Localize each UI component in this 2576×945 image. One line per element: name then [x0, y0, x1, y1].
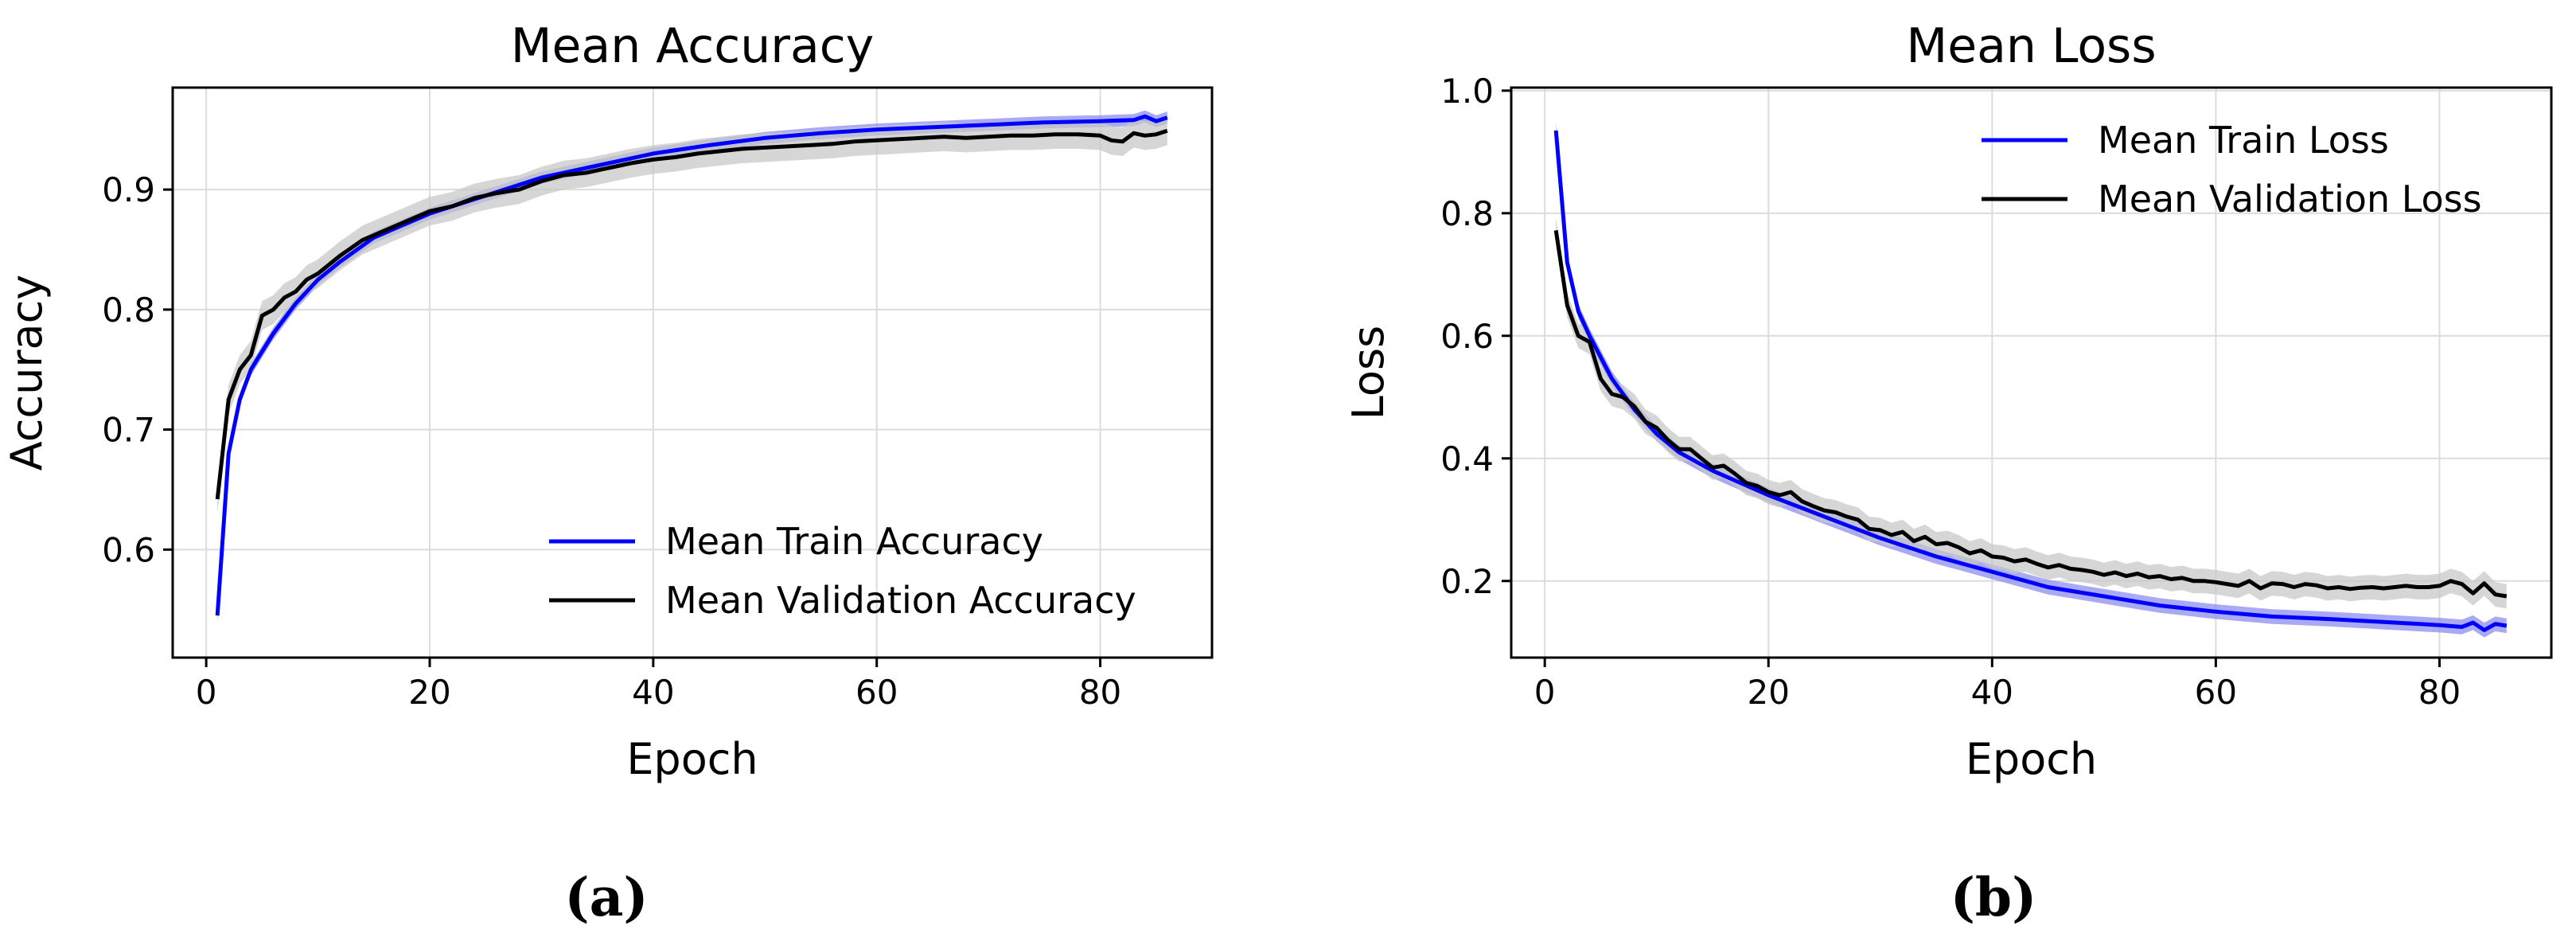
x-axis-label: Epoch	[1966, 734, 2097, 784]
y-tick-label: 0.8	[1440, 194, 1494, 233]
y-tick-label: 0.4	[1440, 439, 1494, 478]
legend-label: Mean Validation Loss	[2098, 178, 2482, 221]
y-tick-label: 0.9	[102, 170, 155, 209]
legend: Mean Train Loss Mean Validation Loss	[1982, 119, 2482, 221]
x-tick-label: 20	[408, 673, 450, 712]
x-tick-label: 60	[855, 673, 898, 712]
chart-title: Mean Accuracy	[511, 18, 874, 74]
legend-label: Mean Train Loss	[2098, 119, 2389, 162]
x-tick-label: 40	[632, 673, 674, 712]
series-line-0	[1553, 130, 2508, 632]
panel-label: (b)	[1951, 866, 2037, 928]
x-tick-label: 40	[1971, 673, 2013, 712]
y-axis-label: Loss	[1343, 326, 1393, 420]
legend: Mean Train Accuracy Mean Validation Accur…	[549, 520, 1136, 622]
series-band-1	[217, 116, 1167, 514]
plot-frame	[1510, 86, 2553, 659]
series-line-0	[215, 114, 1168, 616]
y-axis-label: Accuracy	[2, 275, 52, 471]
chart-panel-loss: 0 20 40 60 80 0.2 0.4 0.6 0.8 1.0 Mean Loss Epoch Lo…	[1343, 18, 2553, 928]
series-line-1	[1553, 230, 2508, 599]
legend-label: Mean Train Accuracy	[665, 520, 1043, 563]
series-band-1	[1556, 218, 2507, 609]
legend-label: Mean Validation Accuracy	[665, 579, 1136, 622]
x-axis-label: Epoch	[626, 734, 758, 784]
chart-panel-accuracy: 0 20 40 60 80 0.6 0.7 0.8 0.9 Mean Accuracy Epoch A…	[2, 18, 1214, 928]
chart-title: Mean Loss	[1906, 18, 2156, 74]
x-tick-label: 0	[1534, 673, 1556, 712]
y-tick-label: 0.6	[1440, 317, 1494, 356]
plot-frame	[171, 86, 1214, 659]
x-tick-label: 0	[196, 673, 217, 712]
y-tick-label: 0.2	[1440, 562, 1494, 601]
x-tick-label: 80	[1079, 673, 1121, 712]
y-tick-label: 0.6	[102, 530, 155, 569]
series-band-0	[1556, 123, 2507, 638]
x-tick-label: 80	[2418, 673, 2461, 712]
series-line-1	[215, 128, 1168, 500]
y-tick-label: 0.8	[102, 291, 155, 330]
panel-label: (a)	[564, 866, 648, 928]
y-tick-label: 1.0	[1440, 72, 1494, 111]
x-tick-label: 20	[1748, 673, 1790, 712]
x-tick-label: 60	[2195, 673, 2237, 712]
y-tick-label: 0.7	[102, 411, 155, 450]
